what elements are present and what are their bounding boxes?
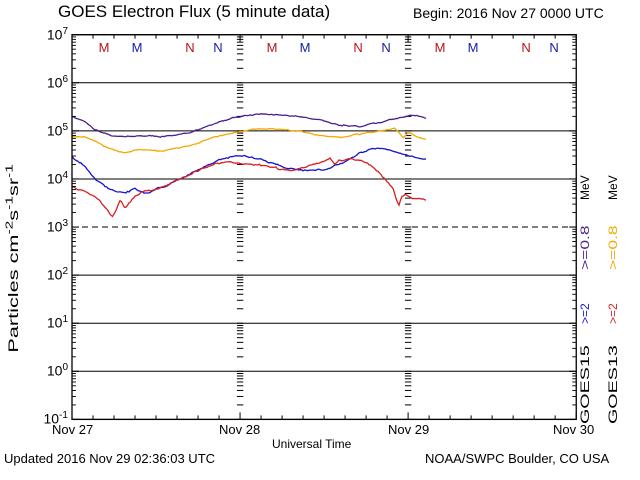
svg-text:N: N: [549, 40, 558, 55]
svg-text:N: N: [521, 40, 530, 55]
svg-text:M: M: [435, 40, 446, 55]
svg-text:N: N: [185, 40, 194, 55]
svg-text:M: M: [99, 40, 110, 55]
svg-text:M: M: [300, 40, 311, 55]
svg-text:N: N: [353, 40, 362, 55]
svg-text:N: N: [213, 40, 222, 55]
svg-text:M: M: [267, 40, 278, 55]
svg-text:M: M: [468, 40, 479, 55]
svg-text:N: N: [381, 40, 390, 55]
svg-text:M: M: [132, 40, 143, 55]
